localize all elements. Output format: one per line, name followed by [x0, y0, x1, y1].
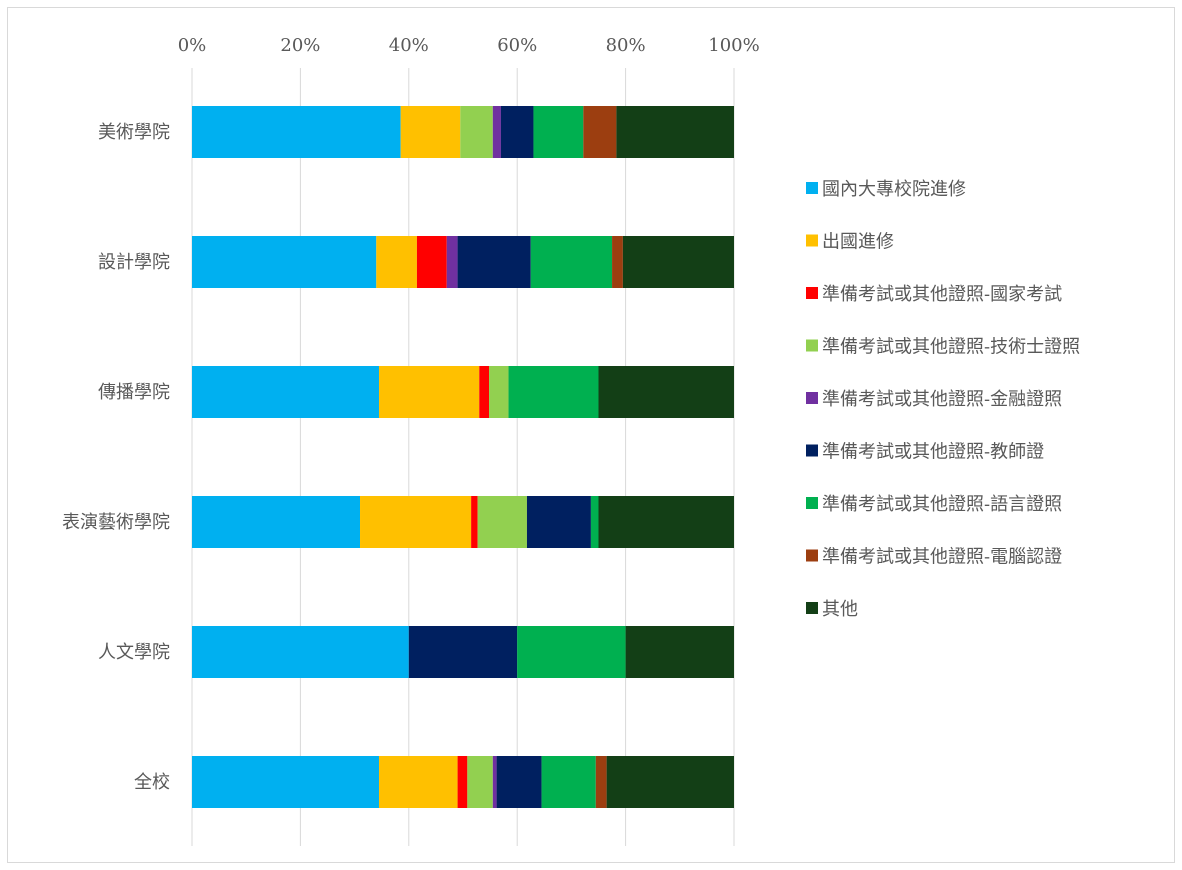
legend-label: 其他 — [822, 599, 858, 620]
bar-segment — [378, 756, 458, 808]
bar-segment — [530, 236, 613, 288]
bar-segment — [457, 756, 468, 808]
bar-segment — [460, 106, 493, 158]
bar-segment — [508, 366, 599, 418]
bar-segment — [192, 756, 379, 808]
bar-segment — [541, 756, 596, 808]
bar-segment — [500, 106, 534, 158]
bar-segment — [192, 366, 379, 418]
x-tick-label: 40% — [389, 35, 429, 56]
legend-label: 準備考試或其他證照-技術士證照 — [822, 337, 1080, 358]
bar-segment — [400, 106, 461, 158]
bar-segment — [625, 626, 734, 678]
legend-swatch — [806, 234, 818, 247]
legend-label: 準備考試或其他證照-金融證照 — [822, 389, 1062, 410]
bar-segment — [360, 496, 472, 548]
legend-swatch — [806, 602, 818, 614]
legend-swatch — [806, 549, 818, 562]
legend-label: 準備考試或其他證照-教師證 — [822, 442, 1044, 463]
bar-segment — [496, 756, 542, 808]
category-label: 傳播學院 — [98, 382, 170, 403]
bar-segment — [595, 756, 607, 808]
legend-swatch — [806, 497, 818, 509]
legend-swatch — [806, 182, 818, 194]
legend-swatch — [806, 339, 818, 352]
bar-segment — [492, 756, 497, 808]
bar-segment — [376, 236, 417, 288]
legend-swatch — [806, 287, 818, 299]
category-label: 表演藝術學院 — [62, 512, 170, 533]
legend: 國內大專校院進修出國進修準備考試或其他證照-國家考試準備考試或其他證照-技術士證… — [806, 179, 1080, 620]
legend-swatch — [806, 392, 818, 404]
stacked-bar-chart: 0% 20% 40% 60% 80% 100% 美術學院設計學院傳播學院表演藝術學院人文學… — [62, 35, 1080, 846]
bar-segment — [492, 106, 501, 158]
legend-label: 國內大專校院進修 — [822, 179, 966, 200]
bar-segment — [606, 756, 734, 808]
bar-segment — [616, 106, 734, 158]
bar-segment — [612, 236, 623, 288]
bar-segment — [590, 496, 599, 548]
x-axis-ticks: 0% 20% 40% 60% 80% 100% — [178, 35, 760, 56]
x-tick-label: 80% — [606, 35, 646, 56]
bar-segment — [467, 756, 493, 808]
bar-segment — [526, 496, 591, 548]
bar-segment — [378, 366, 480, 418]
legend-label: 出國進修 — [822, 232, 894, 253]
chart-frame: 0% 20% 40% 60% 80% 100% 美術學院設計學院傳播學院表演藝術學院人文學… — [7, 7, 1175, 863]
x-tick-label: 0% — [178, 35, 207, 56]
legend-label: 準備考試或其他證照-國家考試 — [822, 284, 1062, 305]
bar-segment — [489, 366, 509, 418]
bar-segment — [517, 626, 626, 678]
bar-segment — [622, 236, 734, 288]
gridlines — [191, 68, 735, 846]
legend-label: 準備考試或其他證照-語言證照 — [822, 494, 1062, 515]
bar-segment — [598, 496, 734, 548]
bar-segment — [598, 366, 734, 418]
bar-segment — [533, 106, 584, 158]
x-tick-label: 60% — [497, 35, 537, 56]
bar-segment — [408, 626, 518, 678]
category-label: 全校 — [134, 772, 170, 793]
legend-swatch — [806, 444, 818, 457]
bar-segment — [583, 106, 617, 158]
legend-label: 準備考試或其他證照-電腦認證 — [822, 547, 1062, 568]
bar-segment — [192, 626, 409, 678]
category-label: 設計學院 — [98, 252, 170, 273]
x-tick-label: 20% — [280, 35, 320, 56]
bars — [192, 106, 734, 808]
bar-segment — [192, 106, 401, 158]
bar-segment — [477, 496, 527, 548]
category-label: 人文學院 — [98, 642, 170, 663]
bar-segment — [192, 236, 377, 288]
bar-segment — [192, 496, 361, 548]
bar-segment — [471, 496, 478, 548]
bar-segment — [446, 236, 458, 288]
bar-segment — [457, 236, 531, 288]
bar-segment — [416, 236, 447, 288]
category-label: 美術學院 — [98, 122, 170, 143]
bar-segment — [479, 366, 490, 418]
x-tick-label: 100% — [708, 35, 759, 56]
